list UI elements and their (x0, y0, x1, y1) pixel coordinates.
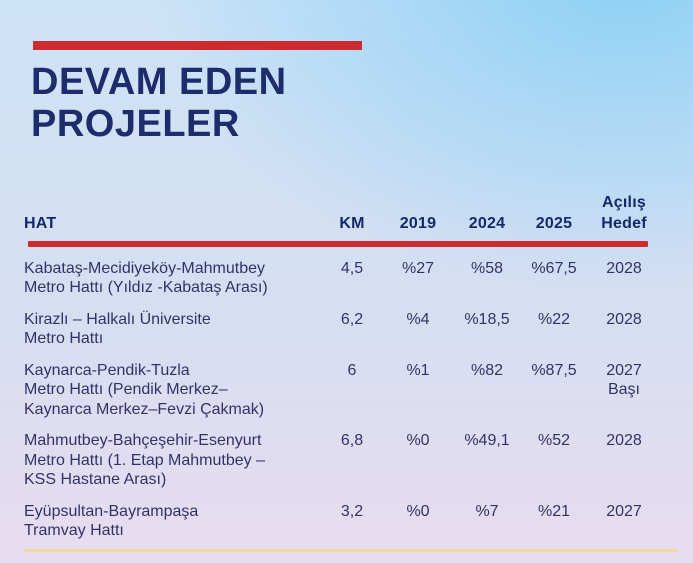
header-acilis-hedef: Açılış Hedef (590, 192, 658, 234)
page-title: DEVAM EDEN PROJELER (31, 61, 693, 146)
row-name: Kirazlı – Halkalı Üniversite Metro Hattı (24, 310, 324, 349)
row-2024: %58 (470, 259, 504, 277)
header-acilis-hedef-line1: Açılış (602, 193, 646, 211)
bottom-divider-line (24, 548, 678, 552)
row-2025: %22 (537, 310, 571, 328)
row-2019: %1 (406, 361, 430, 379)
row-hedef: 2028 (590, 431, 658, 490)
row-2019: %0 (406, 432, 430, 450)
row-hedef-line: 2028 (606, 432, 642, 450)
row-name-line: KSS Hastane Arası) (24, 471, 167, 489)
row-name-line: Metro Hattı (1. Etap Mahmutbey – (24, 451, 265, 469)
row-km: 6,2 (340, 310, 364, 328)
row-name-line: Metro Hattı (Pendik Merkez– (24, 381, 228, 399)
row-km: 6,8 (340, 432, 364, 450)
row-name-line: Metro Hattı (24, 330, 104, 348)
row-hedef-line: 2028 (606, 259, 642, 277)
row-name-line: Eyüpsultan-Bayrampaşa (24, 502, 199, 520)
row-2024: %49,1 (464, 432, 510, 450)
header-hat: HAT (24, 214, 57, 232)
row-name-line: Kabataş-Mecidiyeköy-Mahmutbey (24, 259, 265, 277)
row-2019: %4 (406, 310, 430, 328)
row-name-line: Mahmutbey-Bahçeşehir-Esenyurt (24, 432, 262, 450)
header-km: KM (339, 214, 365, 232)
row-km: 3,2 (340, 502, 364, 520)
row-hedef: 2028 (590, 259, 658, 298)
table-row: Kaynarca-Pendik-Tuzla Metro Hattı (Pendi… (24, 349, 658, 420)
row-name: Eyüpsultan-Bayrampaşa Tramvay Hattı (24, 502, 324, 541)
row-2024: %82 (470, 361, 504, 379)
header-2025: 2025 (535, 214, 573, 232)
table-row: Kirazlı – Halkalı Üniversite Metro Hattı… (24, 298, 658, 349)
row-name-line: Kaynarca-Pendik-Tuzla (24, 361, 190, 379)
row-name-line: Kaynarca Merkez–Fevzi Çakmak) (24, 400, 265, 418)
row-2025: %87,5 (531, 361, 577, 379)
header-2024: 2024 (468, 214, 506, 232)
header-2019: 2019 (399, 214, 437, 232)
row-2024: %18,5 (464, 310, 510, 328)
row-name-line: Tramvay Hattı (24, 522, 124, 540)
row-2024: %7 (475, 502, 499, 520)
row-hedef-line: Başı (607, 381, 640, 399)
page-title-line1: DEVAM EDEN (31, 61, 287, 103)
header-acilis-hedef-line2: Hedef (601, 214, 647, 232)
header-divider-line (28, 240, 648, 247)
row-hedef-line: 2027 (606, 502, 642, 520)
row-2025: %21 (537, 502, 571, 520)
row-2025: %67,5 (531, 259, 577, 277)
row-2019: %27 (401, 259, 435, 277)
table-row: Eyüpsultan-Bayrampaşa Tramvay Hattı 3,2 … (24, 490, 658, 541)
row-hedef: 2028 (590, 310, 658, 349)
row-name: Kabataş-Mecidiyeköy-Mahmutbey Metro Hatt… (24, 259, 324, 298)
row-hedef: 2027 (590, 502, 658, 541)
row-hedef-line: 2027 (606, 361, 642, 379)
row-hedef-line: 2028 (606, 310, 642, 328)
row-2019: %0 (406, 502, 430, 520)
row-hedef: 2027 Başı (590, 361, 658, 420)
table-row: Mahmutbey-Bahçeşehir-Esenyurt Metro Hatt… (24, 419, 658, 490)
row-name: Kaynarca-Pendik-Tuzla Metro Hattı (Pendi… (24, 361, 324, 420)
row-name-line: Metro Hattı (Yıldız -Kabataş Arası) (24, 279, 268, 297)
row-name-line: Kirazlı – Halkalı Üniversite (24, 310, 211, 328)
title-accent-bar (33, 41, 362, 50)
page-title-line2: PROJELER (31, 102, 240, 145)
row-2025: %52 (537, 432, 571, 450)
table-header-row: HAT KM 2019 2024 2025 Açılış Hedef (24, 192, 658, 234)
row-name: Mahmutbey-Bahçeşehir-Esenyurt Metro Hatt… (24, 431, 324, 490)
row-km: 4,5 (340, 259, 364, 277)
row-km: 6 (347, 361, 357, 379)
table-row: Kabataş-Mecidiyeköy-Mahmutbey Metro Hatt… (24, 247, 658, 298)
projects-table: HAT KM 2019 2024 2025 Açılış Hedef Kabat… (24, 192, 678, 552)
